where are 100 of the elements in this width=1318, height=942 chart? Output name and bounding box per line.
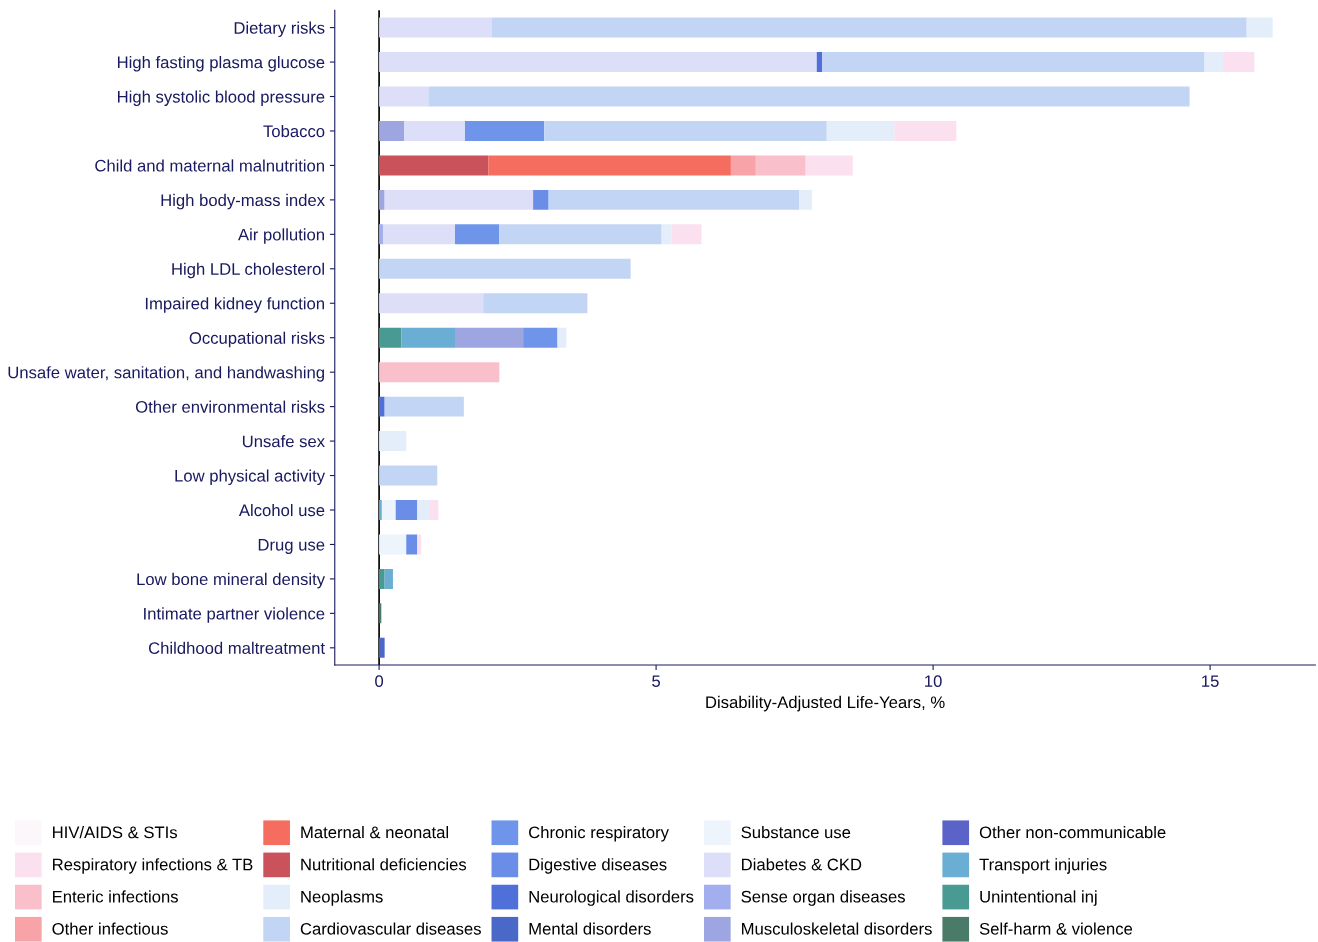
- bar: [548, 189, 800, 210]
- legend-label: Substance use: [741, 826, 851, 839]
- bar: [1222, 52, 1255, 73]
- bar: [379, 86, 429, 107]
- x-tick-label: 15: [1202, 675, 1219, 688]
- legend-label: Other non-communicable: [979, 826, 1166, 839]
- bar: [799, 189, 812, 210]
- y-tick-label: Unsafe sex: [242, 435, 325, 448]
- bar: [464, 120, 545, 141]
- y-tick-label: High fasting plasma glucose: [117, 56, 325, 72]
- bar: [406, 534, 418, 555]
- bar: [483, 293, 588, 314]
- x-tick-label: 10: [925, 675, 942, 688]
- bar: [428, 86, 1190, 107]
- legend-label: Nutritional deficiencies: [301, 858, 467, 871]
- legend-label: Neoplasms: [301, 890, 383, 906]
- x-tick-label: 5: [652, 675, 661, 688]
- y-tick-label: High body-mass index: [161, 193, 325, 210]
- bar: [379, 396, 385, 417]
- legend-label: Self-harm & violence: [979, 922, 1133, 935]
- x-tick-label: 0: [375, 675, 384, 688]
- legend-label: HIV/AIDS & STIs: [53, 826, 178, 839]
- y-tick-label: Tobacco: [263, 124, 325, 138]
- bar: [379, 224, 383, 245]
- bar: [557, 327, 567, 348]
- y-tick-label: Low physical activity: [175, 469, 326, 486]
- legend-label: Diabetes & CKD: [742, 858, 862, 871]
- bar: [395, 500, 418, 520]
- bar: [384, 396, 464, 417]
- legend-label: Transport injuries: [979, 858, 1107, 874]
- bar: [379, 637, 385, 658]
- bar: [488, 155, 731, 176]
- legend-label: Unintentional inj: [980, 890, 1097, 906]
- y-tick-label: Child and maternal malnutrition: [95, 159, 324, 172]
- y-tick-label: High systolic blood pressure: [118, 90, 325, 106]
- bar: [826, 120, 895, 141]
- legend-label: Maternal & neonatal: [301, 826, 449, 839]
- bar: [379, 155, 489, 176]
- bar: [379, 258, 631, 279]
- bar: [454, 327, 524, 348]
- y-tick-label: Dietary risks: [234, 21, 325, 38]
- y-tick-label: Other environmental risks: [135, 400, 325, 413]
- legend-label: Musculoskeletal disorders: [742, 922, 932, 935]
- y-tick-label: Low bone mineral density: [137, 572, 326, 589]
- legend-label: Digestive diseases: [529, 858, 667, 874]
- y-tick-label: Occupational risks: [189, 331, 325, 348]
- bar: [730, 155, 756, 176]
- y-tick-label: High LDL cholesterol: [172, 262, 324, 279]
- bar: [1246, 17, 1273, 38]
- bar: [805, 155, 853, 176]
- x-axis-title: Disability-Adjusted Life-Years, %: [706, 695, 945, 712]
- legend-label: Enteric infections: [53, 890, 178, 903]
- bar: [379, 534, 407, 555]
- bar: [384, 568, 393, 589]
- bar: [523, 327, 558, 348]
- bar: [379, 603, 382, 624]
- legend-label: Sense organ diseases: [741, 890, 905, 906]
- y-tick-label: Drug use: [258, 539, 325, 554]
- y-tick-label: Air pollution: [238, 228, 324, 244]
- legend-label: Chronic respiratory: [529, 826, 669, 842]
- bar: [544, 120, 827, 141]
- legend-label: Neurological disorders: [529, 890, 694, 906]
- bar: [533, 189, 549, 210]
- bar: [430, 500, 439, 520]
- bar: [454, 224, 500, 245]
- bar: [661, 224, 672, 245]
- bar: [499, 224, 662, 245]
- bar: [671, 224, 702, 245]
- legend-label: Other infectious: [52, 922, 168, 935]
- bar: [379, 362, 500, 383]
- bar: [816, 52, 823, 73]
- bar: [404, 120, 465, 141]
- bar: [401, 327, 455, 348]
- y-tick-label: Unsafe water, sanitation, and handwashing: [8, 366, 324, 382]
- bar: [384, 189, 534, 210]
- bar: [379, 17, 492, 38]
- y-tick-label: Impaired kidney function: [145, 297, 324, 313]
- bar: [894, 120, 957, 141]
- legend-label: Cardiovascular diseases: [300, 922, 481, 935]
- bar: [379, 52, 817, 73]
- bar: [379, 189, 385, 210]
- bar: [379, 500, 382, 520]
- y-tick-label: Intimate partner violence: [144, 607, 325, 623]
- bar: [417, 500, 431, 520]
- bar: [381, 500, 396, 520]
- bar: [379, 327, 402, 348]
- bar: [379, 568, 385, 589]
- bar: [822, 52, 1205, 73]
- bar: [382, 224, 455, 245]
- bar: [379, 120, 405, 141]
- y-tick-label: Alcohol use: [238, 503, 325, 517]
- legend-label: Respiratory infections & TB: [53, 858, 253, 874]
- bar: [1204, 52, 1223, 73]
- bar: [379, 465, 438, 486]
- bar: [417, 534, 422, 555]
- bar: [379, 293, 484, 314]
- legend-label: Mental disorders: [529, 922, 651, 935]
- y-tick-label: Childhood maltreatment: [148, 641, 325, 655]
- bar: [379, 431, 407, 452]
- bar: [491, 17, 1247, 38]
